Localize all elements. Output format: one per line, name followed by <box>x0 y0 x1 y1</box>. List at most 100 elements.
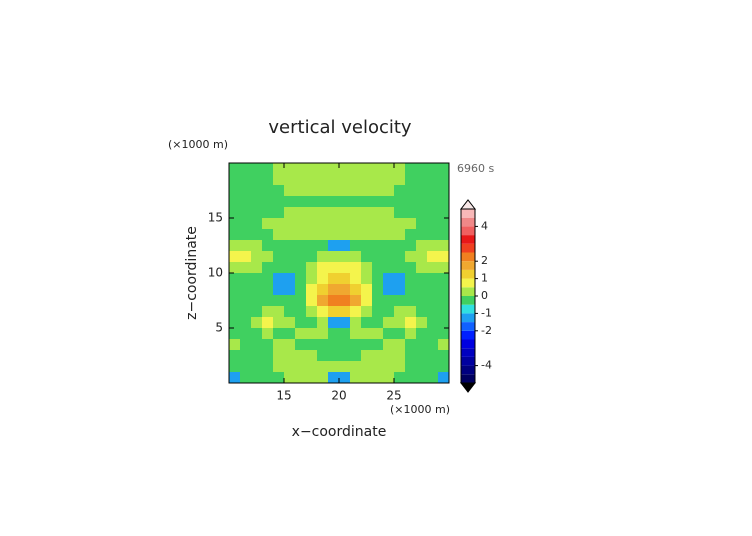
field-cell <box>350 284 362 296</box>
field-cell <box>284 317 296 329</box>
field-cell <box>383 372 395 384</box>
field-cell <box>350 350 362 362</box>
field-cell <box>317 350 329 362</box>
field-cell <box>383 361 395 373</box>
field-cell <box>361 174 373 186</box>
field-cell <box>372 196 384 208</box>
field-cell <box>240 262 252 274</box>
field-cell <box>284 372 296 384</box>
field-cell <box>339 185 351 197</box>
field-cell <box>295 207 307 219</box>
field-cell <box>251 163 263 175</box>
y-tick-label: 5 <box>215 321 223 335</box>
field-cell <box>317 328 329 340</box>
field-cell <box>438 163 450 175</box>
field-cell <box>306 295 318 307</box>
x-unit: (×1000 m) <box>390 403 450 416</box>
colorbar-tick-label: -2 <box>481 324 492 337</box>
field-cell <box>306 240 318 252</box>
field-cell <box>273 174 285 186</box>
field-cell <box>262 262 274 274</box>
field-cell <box>361 251 373 263</box>
field-cell <box>240 229 252 241</box>
x-tick-label: 15 <box>276 389 291 403</box>
field-cell <box>438 273 450 285</box>
field-cell <box>438 350 450 362</box>
field-cell <box>427 196 439 208</box>
field-cell <box>306 174 318 186</box>
field-cell <box>372 262 384 274</box>
field-cell <box>284 339 296 351</box>
field-cell <box>427 350 439 362</box>
field-cell <box>306 262 318 274</box>
field-cell <box>383 207 395 219</box>
field-cell <box>339 229 351 241</box>
field-cell <box>372 295 384 307</box>
field-cell <box>229 163 241 175</box>
field-cell <box>427 174 439 186</box>
colorbar-segment <box>461 356 475 366</box>
field-cell <box>394 262 406 274</box>
field-cell <box>262 284 274 296</box>
field-cell <box>405 163 417 175</box>
colorbar-segment <box>461 339 475 349</box>
field-cell <box>328 251 340 263</box>
field-cell <box>251 240 263 252</box>
field-cell <box>317 295 329 307</box>
field-cell <box>416 262 428 274</box>
field-cell <box>229 174 241 186</box>
field-cell <box>317 372 329 384</box>
field-cell <box>405 207 417 219</box>
field-cell <box>262 328 274 340</box>
field-cell <box>284 196 296 208</box>
field-cell <box>295 196 307 208</box>
field-cell <box>251 317 263 329</box>
field-cell <box>295 218 307 230</box>
field-cell <box>273 339 285 351</box>
field-cell <box>372 185 384 197</box>
field-cell <box>306 284 318 296</box>
field-cell <box>361 328 373 340</box>
field-cell <box>405 284 417 296</box>
colorbar-segment <box>461 296 475 305</box>
field-cell <box>284 218 296 230</box>
field-cell <box>372 273 384 285</box>
field-cell <box>405 328 417 340</box>
field-cell <box>262 163 274 175</box>
field-cell <box>229 262 241 274</box>
field-cell <box>273 251 285 263</box>
field-cell <box>339 372 351 384</box>
field-cell <box>427 218 439 230</box>
field-cell <box>383 317 395 329</box>
field-cell <box>284 174 296 186</box>
field-cell <box>361 339 373 351</box>
field-cell <box>295 284 307 296</box>
field-cell <box>438 284 450 296</box>
field-cell <box>273 196 285 208</box>
field-cell <box>394 350 406 362</box>
field-cell <box>339 163 351 175</box>
colorbar-segment <box>461 348 475 357</box>
field-cell <box>295 317 307 329</box>
field-cell <box>295 262 307 274</box>
field-cell <box>317 174 329 186</box>
field-cell <box>306 163 318 175</box>
field-cell <box>438 306 450 318</box>
field-cell <box>350 262 362 274</box>
field-cell <box>328 339 340 351</box>
field-cell <box>284 361 296 373</box>
field-cell <box>306 350 318 362</box>
field-cell <box>328 306 340 318</box>
field-cell <box>251 350 263 362</box>
field-cell <box>339 273 351 285</box>
field-cell <box>394 240 406 252</box>
x-tick-label: 20 <box>331 389 346 403</box>
field-cell <box>229 295 241 307</box>
field-cell <box>427 229 439 241</box>
field-cell <box>328 350 340 362</box>
field-cell <box>339 339 351 351</box>
field-cell <box>284 295 296 307</box>
field-cell <box>416 163 428 175</box>
field-cell <box>394 328 406 340</box>
